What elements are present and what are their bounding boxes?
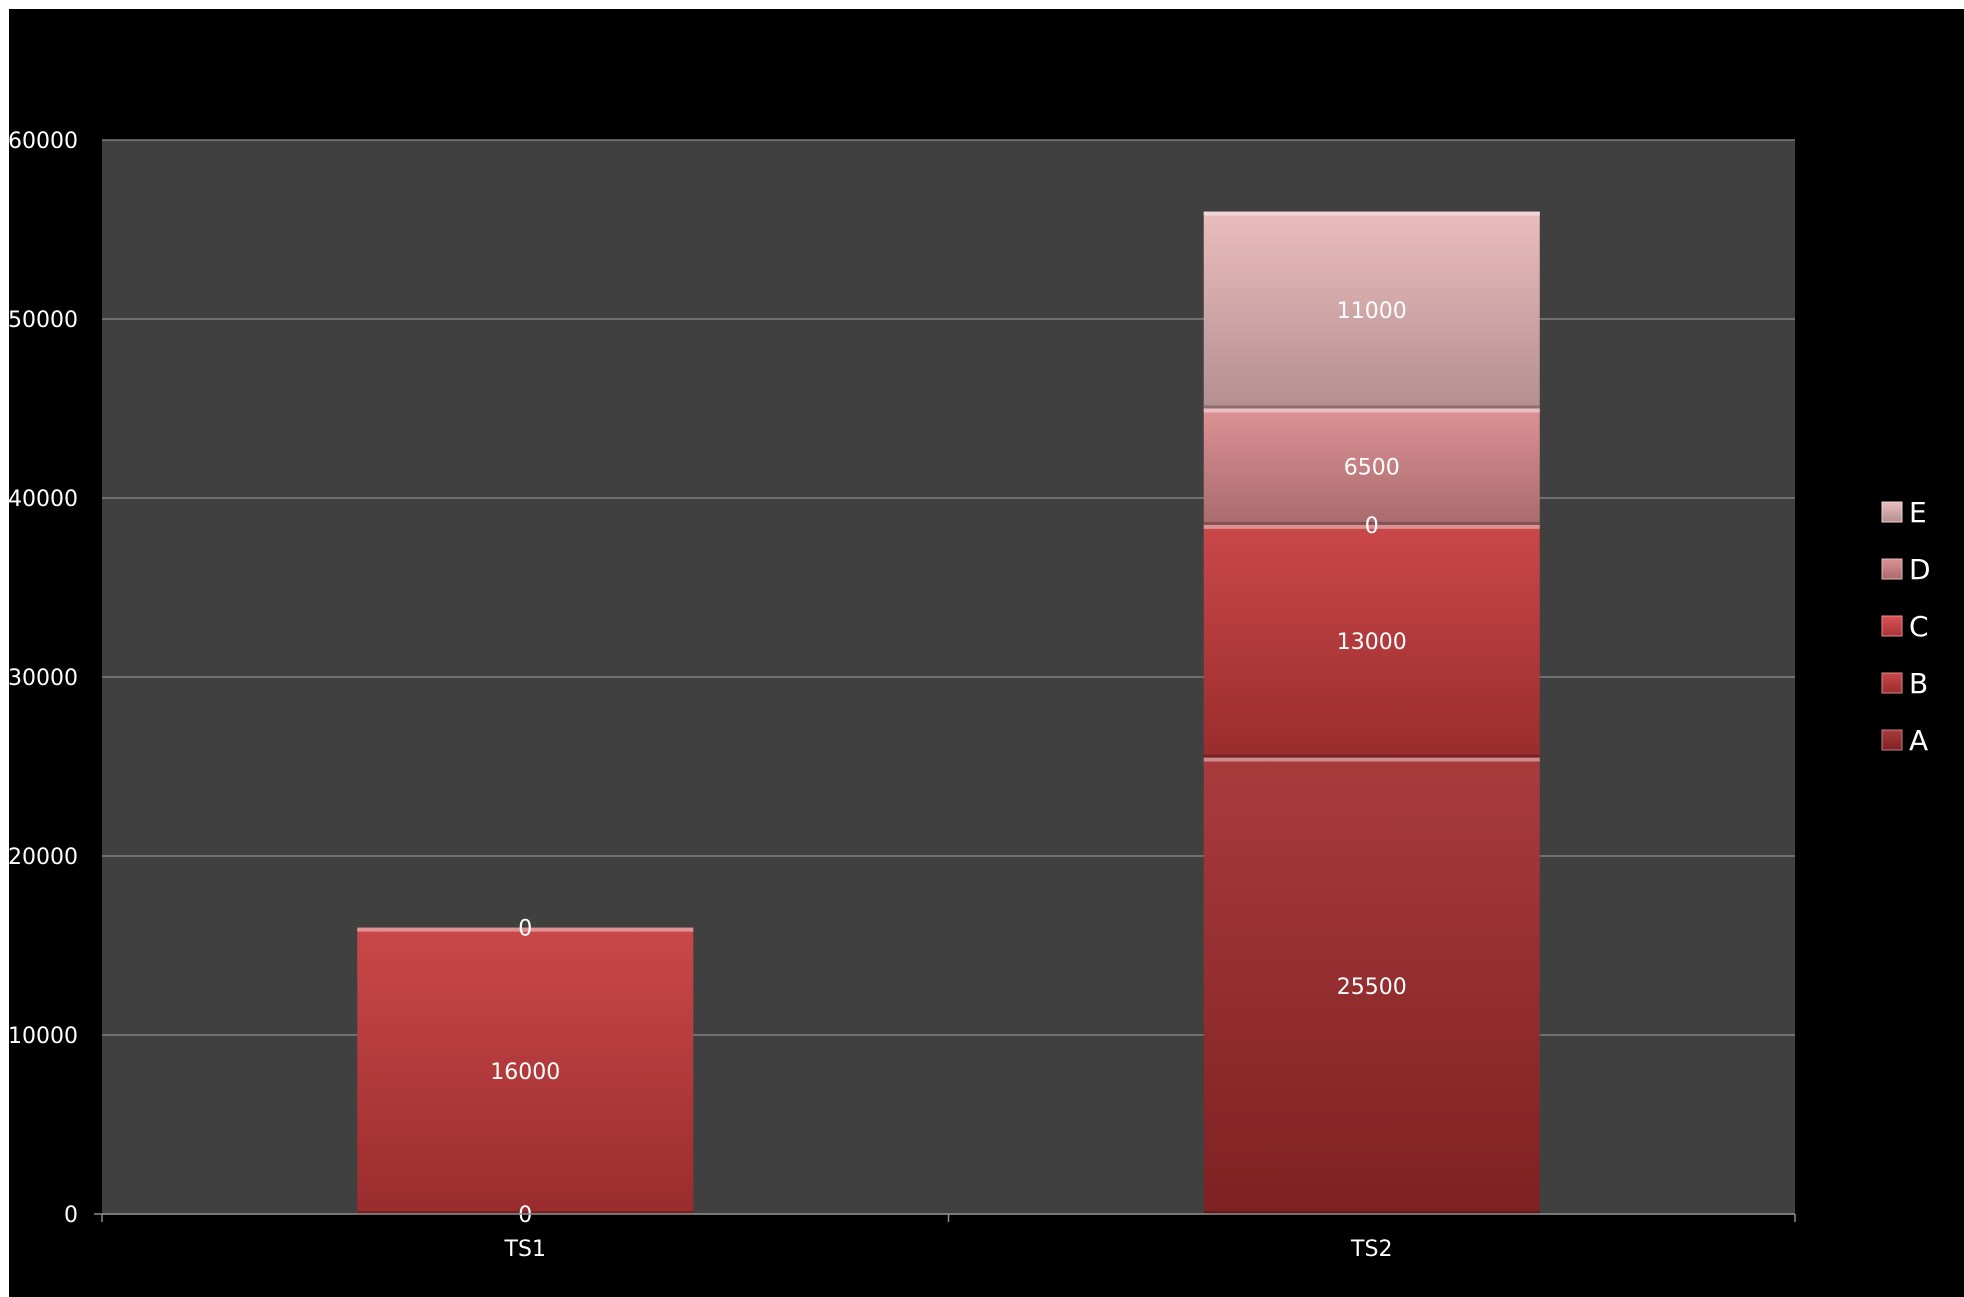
data-label-c-ts2: 0 (1365, 514, 1379, 539)
bar-bevel-top (1204, 758, 1540, 762)
data-label-c-ts1: 0 (518, 917, 532, 942)
bar-bevel-bottom (1204, 406, 1540, 409)
legend-label-e: E (1909, 496, 1927, 529)
y-tick-label: 10000 (8, 1024, 78, 1049)
data-label-a-ts1: 0 (518, 1203, 532, 1228)
x-tick-label: TS2 (1350, 1237, 1392, 1262)
y-tick-label: 30000 (8, 666, 78, 691)
data-label-a-ts2: 25500 (1337, 975, 1407, 1000)
y-tick-label: 0 (64, 1203, 78, 1228)
data-label-b-ts1: 16000 (490, 1060, 560, 1085)
legend-swatch-b (1882, 673, 1902, 693)
legend-swatch-c (1882, 616, 1902, 636)
legend-swatch-d (1882, 559, 1902, 579)
data-label-e-ts2: 11000 (1337, 299, 1407, 324)
legend-swatch-e (1882, 502, 1902, 522)
legend-label-c: C (1909, 610, 1929, 643)
legend-label-a: A (1909, 724, 1928, 757)
bar-bevel-bottom (1204, 755, 1540, 758)
data-label-d-ts2: 6500 (1344, 456, 1400, 481)
bar-bevel-top (1204, 212, 1540, 216)
bar-bevel-top (1204, 409, 1540, 413)
y-tick-label: 40000 (8, 487, 78, 512)
legend-label-d: D (1909, 553, 1931, 586)
x-tick-label: TS1 (504, 1237, 546, 1262)
y-tick-label: 50000 (8, 308, 78, 333)
data-label-b-ts2: 13000 (1337, 630, 1407, 655)
y-tick-label: 60000 (8, 129, 78, 154)
y-tick-label: 20000 (8, 845, 78, 870)
legend-label-b: B (1909, 667, 1928, 700)
legend-swatch-a (1882, 730, 1902, 750)
